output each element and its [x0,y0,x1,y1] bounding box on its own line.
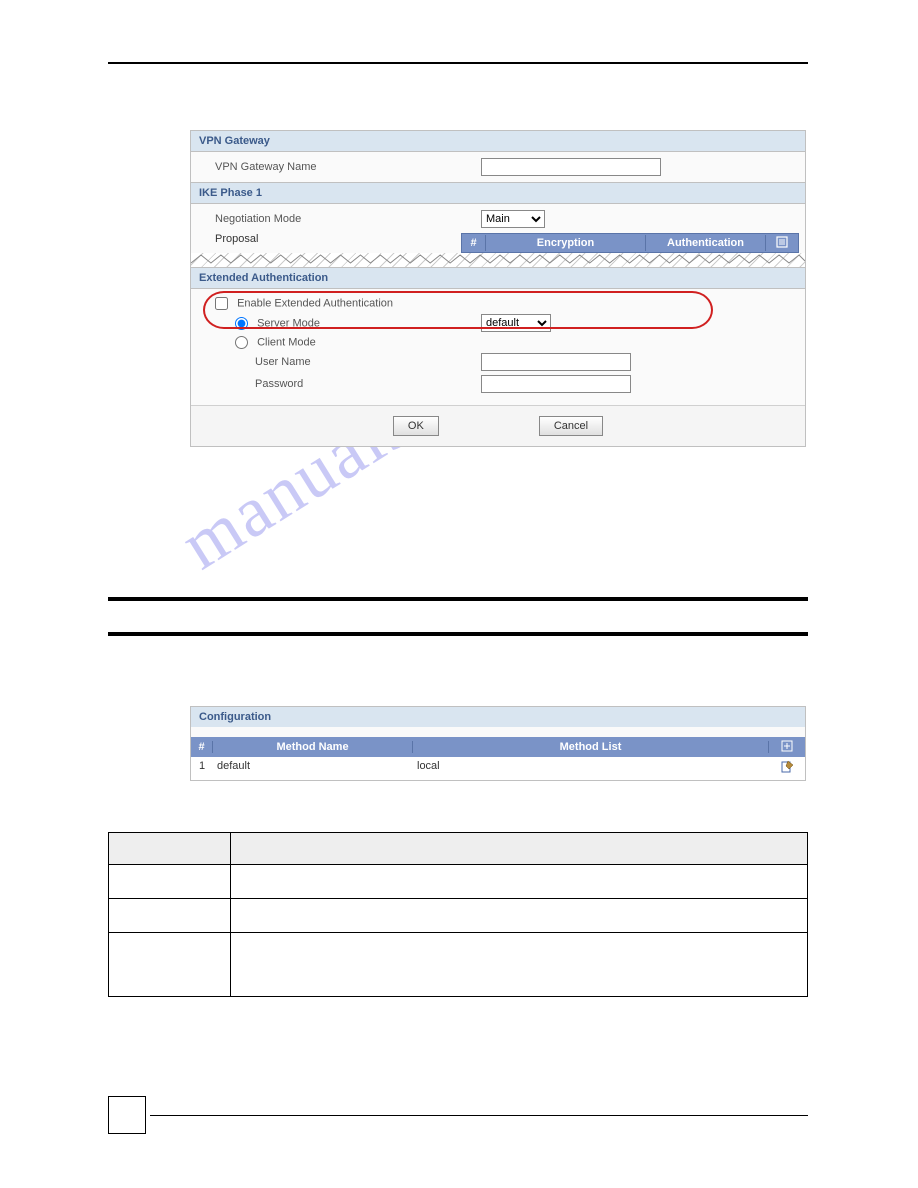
configuration-header: Configuration [191,707,805,727]
proposal-row: Proposal # Encryption Authentication [191,231,805,253]
button-row: OK Cancel [191,405,805,446]
proposal-table-header: # Encryption Authentication [461,233,799,253]
proposal-th-authentication: Authentication [646,235,766,251]
config-table-header: # Method Name Method List [191,737,805,757]
vpn-gateway-panel: VPN Gateway VPN Gateway Name IKE Phase 1… [190,130,806,447]
config-row-method-list: local [413,760,769,777]
extended-auth-block: Enable Extended Authentication Server Mo… [191,289,805,405]
page-number-box [108,1096,146,1134]
thick-rule-1 [108,597,808,601]
ok-button[interactable]: OK [393,416,439,436]
password-input[interactable] [481,375,631,393]
config-th-method-list: Method List [413,741,769,753]
vpn-gateway-header: VPN Gateway [191,131,805,152]
vpn-gateway-name-label: VPN Gateway Name [191,161,431,173]
desc-th-b [231,833,808,865]
desc-row [109,899,808,933]
vpn-gateway-name-row: VPN Gateway Name [191,152,805,182]
vpn-gateway-name-input[interactable] [481,158,661,176]
user-name-label: User Name [191,356,481,368]
client-mode-label: Client Mode [257,336,316,348]
config-row: 1 default local [191,757,805,780]
server-mode-label: Server Mode [257,317,320,329]
top-rule [108,62,808,64]
proposal-th-encryption: Encryption [486,235,646,251]
config-row-num: 1 [191,760,213,777]
thick-rule-2 [108,632,808,636]
desc-row [109,933,808,997]
extended-auth-header: Extended Authentication [191,267,805,289]
desc-th-a [109,833,231,865]
config-row-method-name: default [213,760,413,777]
enable-ext-auth-label: Enable Extended Authentication [237,297,393,309]
negotiation-mode-row: Negotiation Mode Main [191,204,805,231]
configuration-panel: Configuration # Method Name Method List … [190,706,806,781]
desc-row [109,865,808,899]
password-label: Password [191,378,481,390]
enable-ext-auth-checkbox[interactable] [215,297,228,310]
config-row-edit-icon[interactable] [769,760,805,777]
section-truncation-zigzag [191,253,805,267]
proposal-label: Proposal [191,233,461,253]
server-mode-select[interactable]: default [481,314,551,332]
proposal-th-action-icon[interactable] [766,233,798,254]
config-th-method-name: Method Name [213,741,413,753]
proposal-th-num: # [462,235,486,251]
server-mode-radio[interactable] [235,317,248,330]
client-mode-radio[interactable] [235,336,248,349]
cancel-button[interactable]: Cancel [539,416,603,436]
negotiation-mode-select[interactable]: Main [481,210,545,228]
config-th-num: # [191,741,213,753]
bottom-rule [150,1115,808,1116]
negotiation-mode-label: Negotiation Mode [191,213,431,225]
user-name-input[interactable] [481,353,631,371]
description-table [108,832,808,997]
ike-phase1-header: IKE Phase 1 [191,182,805,204]
config-th-add-icon[interactable] [769,739,805,756]
